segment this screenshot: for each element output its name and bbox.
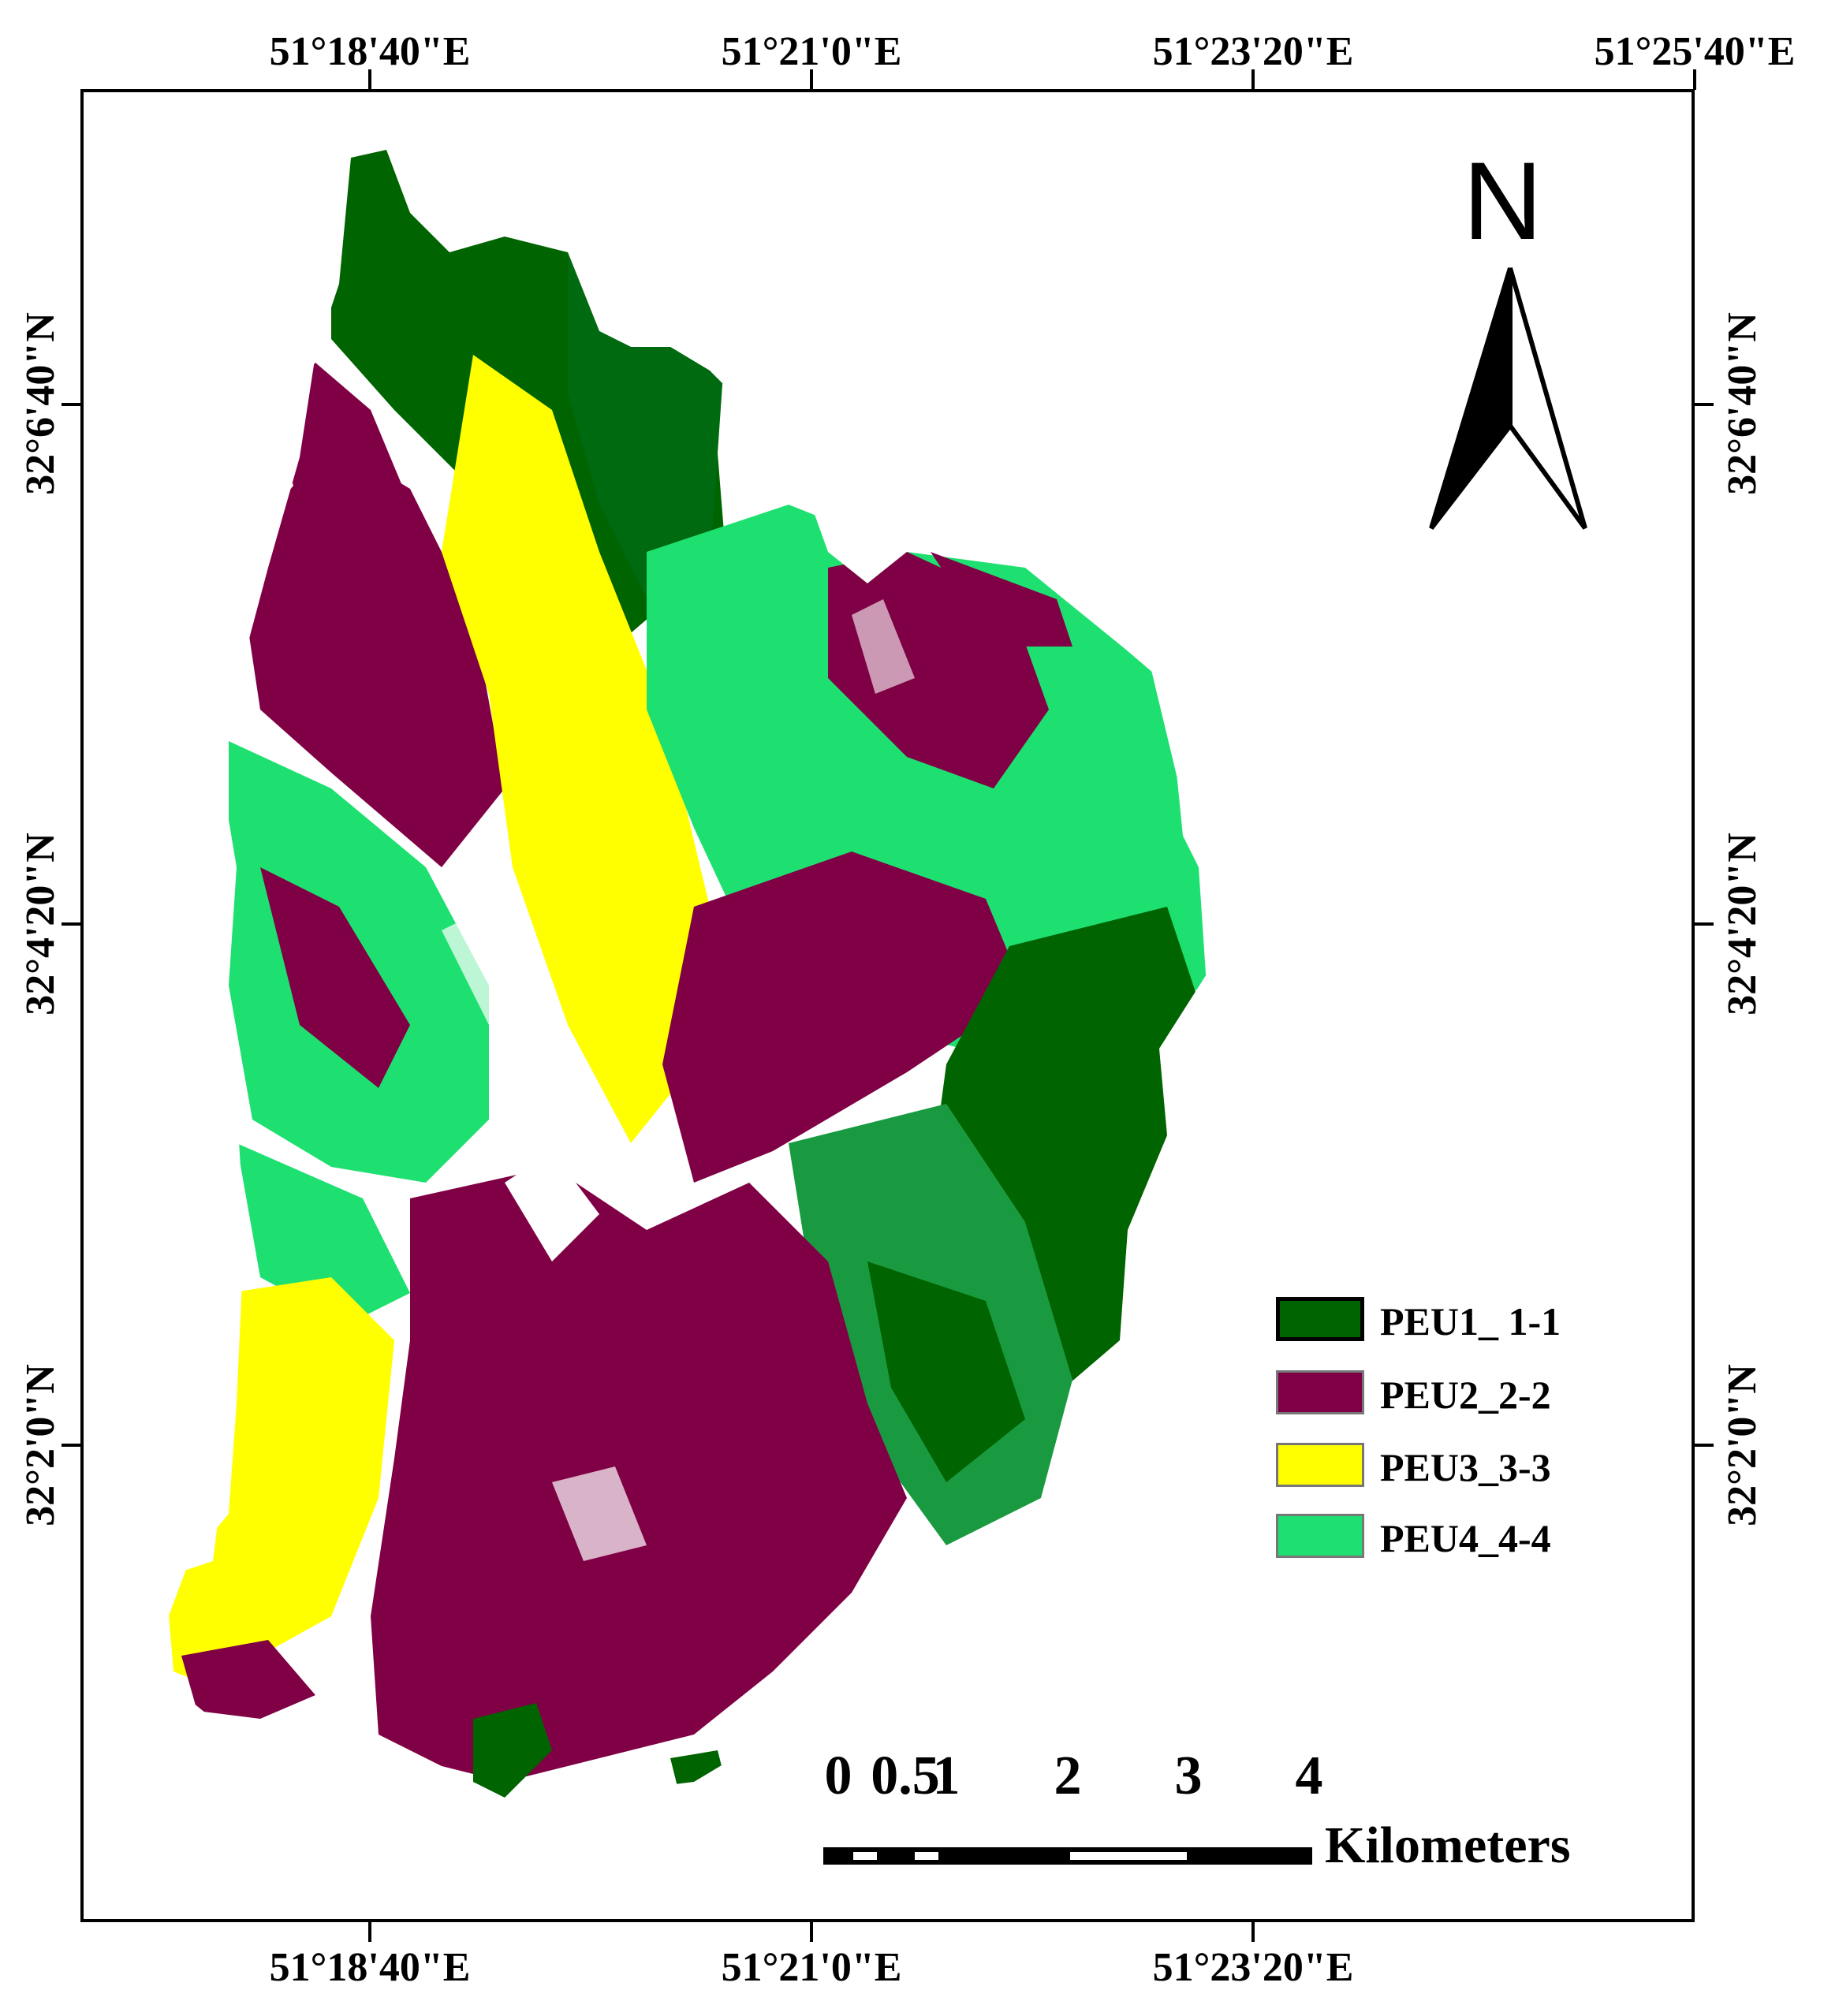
top-longitude-label: 51°25'40"E <box>1594 29 1796 74</box>
right-tick <box>1693 922 1714 926</box>
bottom-tick <box>810 1921 813 1942</box>
scale-unit-label: Kilometers <box>1325 1817 1571 1874</box>
north-arrow-icon <box>1429 267 1587 530</box>
zone-peu3-central <box>442 355 710 1143</box>
legend-swatch <box>1276 1370 1364 1414</box>
scale-label: 1 <box>932 1746 960 1806</box>
legend-swatch <box>1276 1297 1364 1341</box>
map-frame <box>80 89 1695 1922</box>
top-longitude-label: 51°21'0"E <box>721 29 902 74</box>
legend-label: PEU4_4-4 <box>1380 1516 1551 1560</box>
legend-swatch <box>1276 1514 1364 1558</box>
top-tick <box>368 69 371 90</box>
bottom-longitude-label: 51°21'0"E <box>721 1945 902 1990</box>
bottom-tick <box>1251 1921 1255 1942</box>
left-tick <box>62 1444 82 1447</box>
scale-label: 0 <box>824 1746 852 1806</box>
right-tick <box>1693 403 1714 406</box>
top-tick <box>1251 69 1255 90</box>
bottom-longitude-label: 51°23'20"E <box>1152 1945 1354 1990</box>
north-arrow-letter: N <box>1463 139 1543 263</box>
top-tick <box>810 69 813 90</box>
zone-peu2-central <box>662 851 1025 1183</box>
legend-label: PEU2_2-2 <box>1380 1373 1551 1417</box>
scale-bar <box>823 1847 1312 1865</box>
scale-label: 4 <box>1295 1746 1323 1806</box>
legend-label: PEU3_3-3 <box>1380 1445 1551 1489</box>
left-tick <box>62 403 82 406</box>
zone-peu3-southwest <box>205 1277 394 1656</box>
scale-label: 2 <box>1054 1746 1082 1806</box>
top-tick <box>1693 69 1696 90</box>
scale-label: 0.5 <box>871 1746 940 1806</box>
top-longitude-label: 51°18'40"E <box>269 29 471 74</box>
bottom-longitude-label: 51°18'40"E <box>269 1945 471 1990</box>
legend-swatch <box>1276 1443 1364 1487</box>
zone-peu2-south <box>371 1167 907 1782</box>
scale-label: 3 <box>1174 1746 1203 1806</box>
zone-peu2-northwest <box>237 442 505 867</box>
left-tick <box>62 922 82 926</box>
top-longitude-label: 51°23'20"E <box>1152 29 1354 74</box>
right-tick <box>1693 1444 1714 1447</box>
zone-peu1-south <box>473 1703 552 1798</box>
bottom-tick <box>368 1921 371 1942</box>
legend-label: PEU1_ 1-1 <box>1380 1299 1561 1343</box>
